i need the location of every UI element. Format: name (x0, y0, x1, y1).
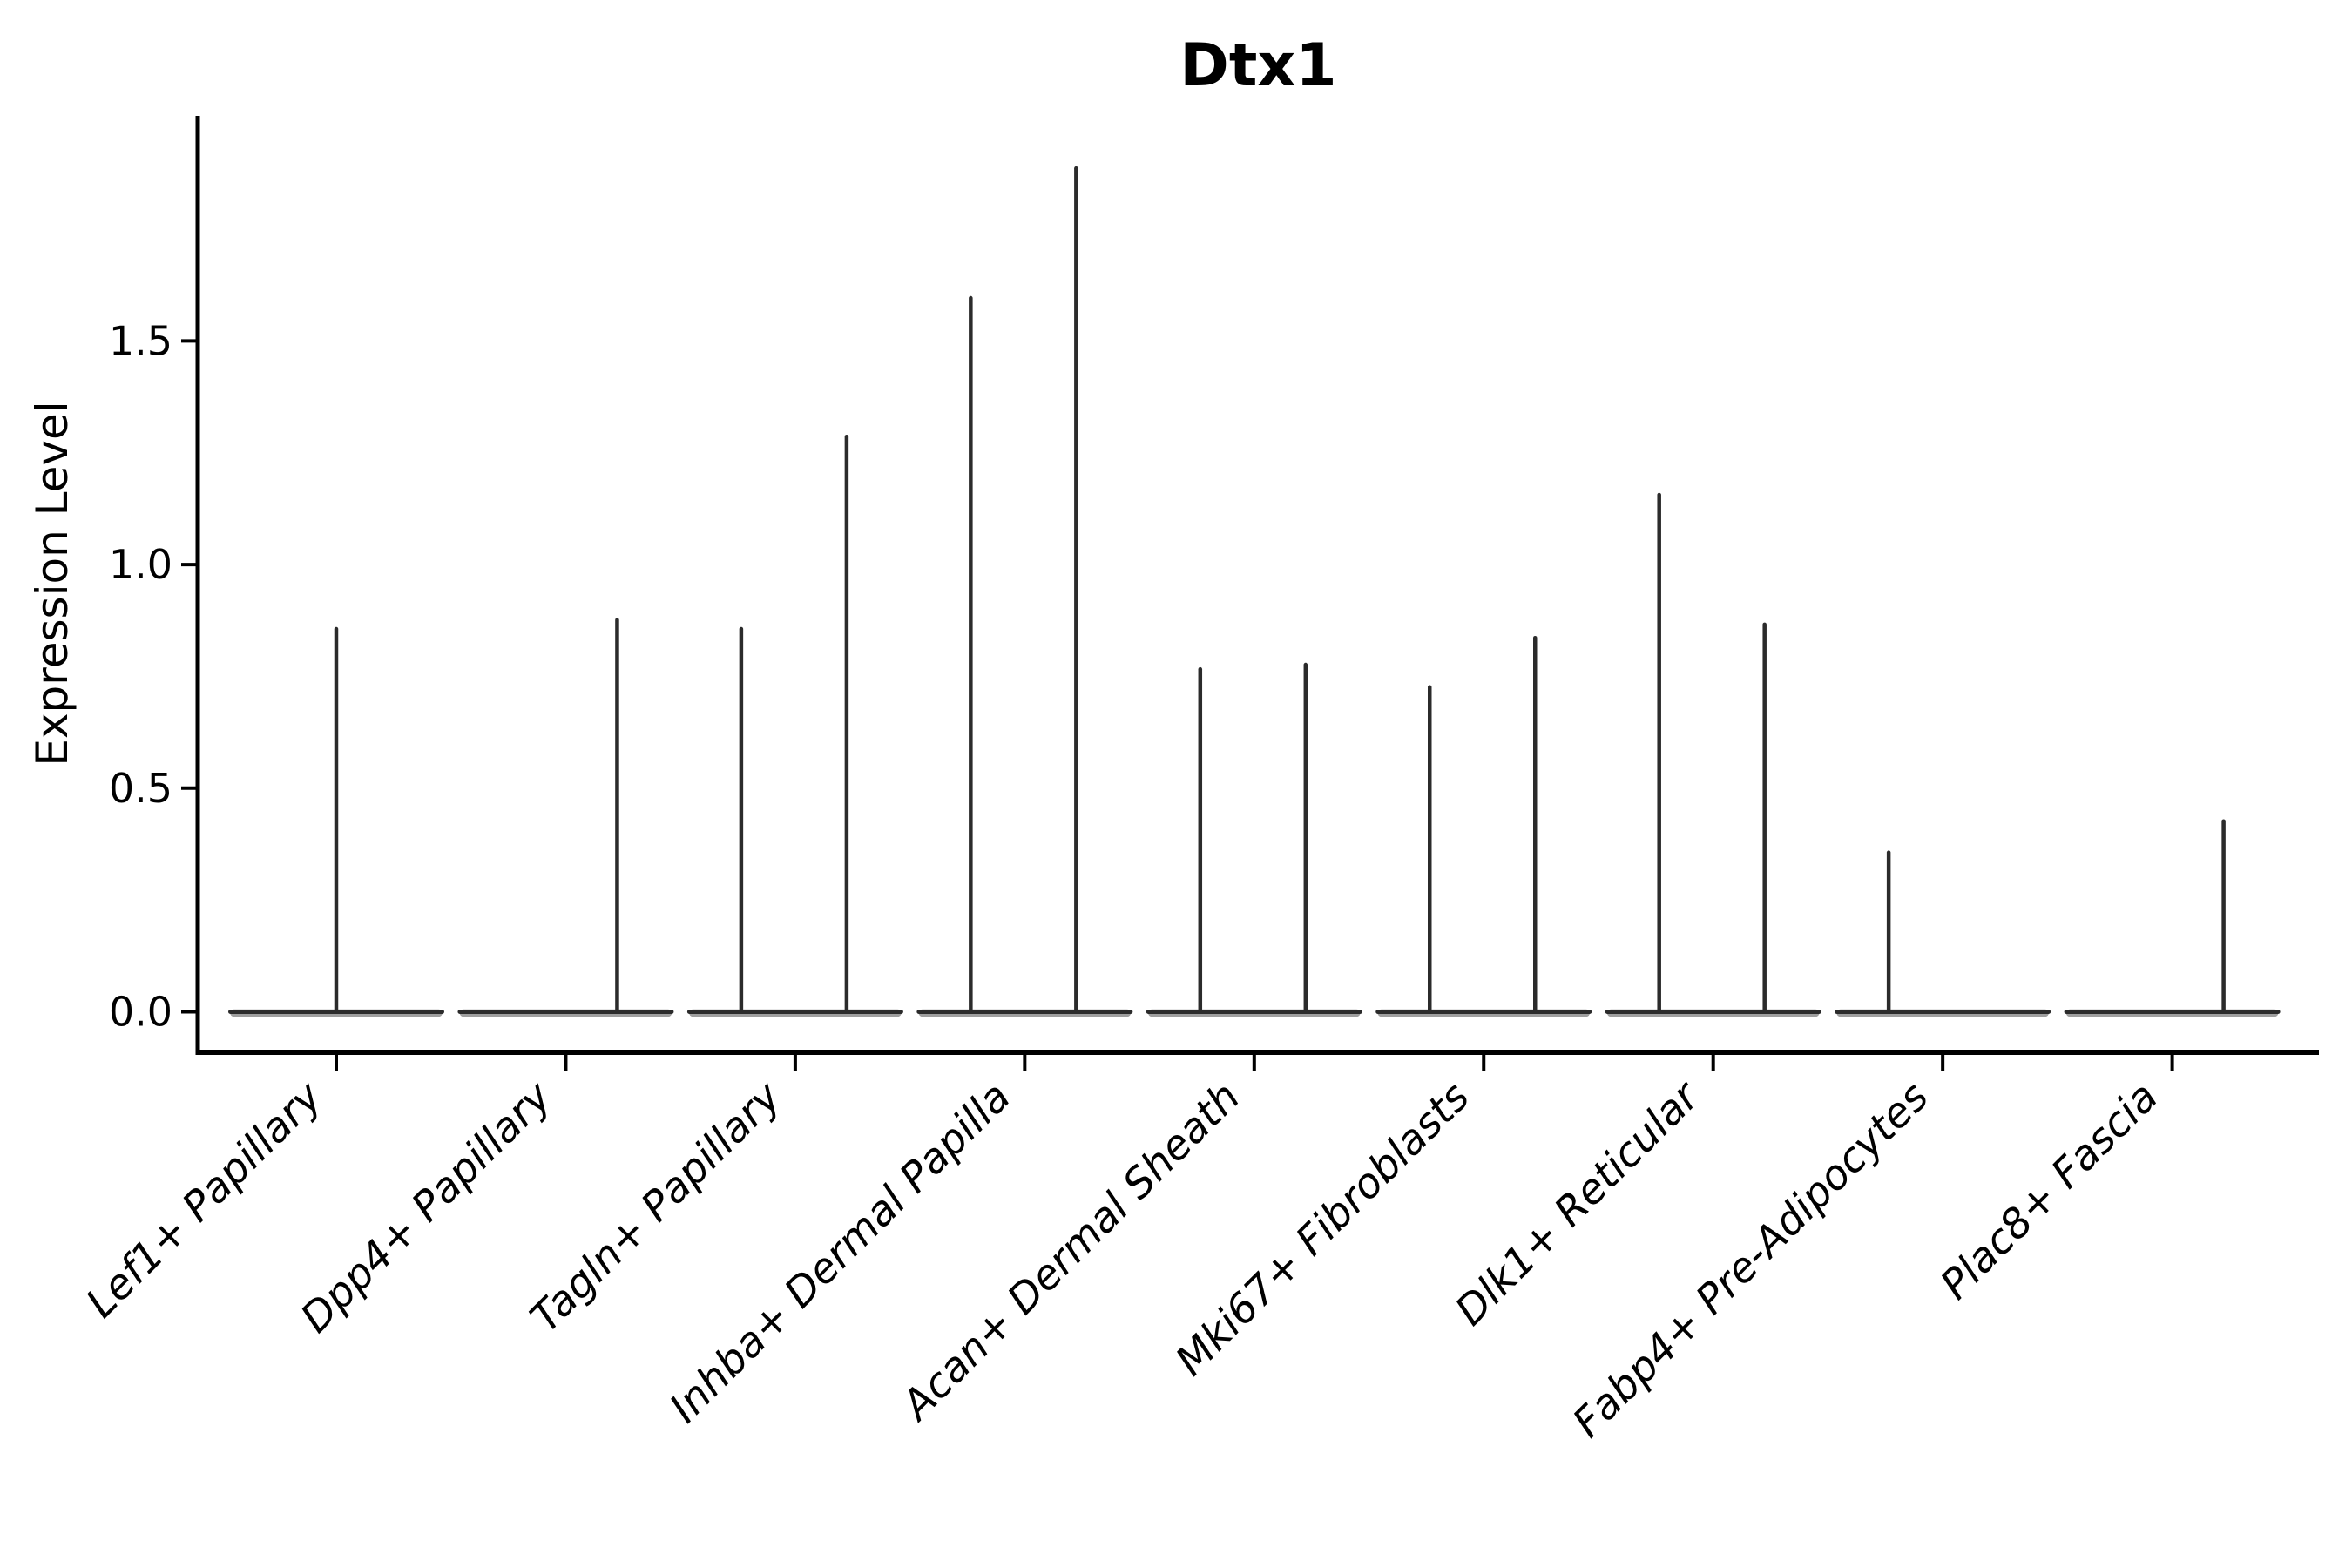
x-tick-label: Tagln+ Papillary (522, 1072, 792, 1342)
x-tick-label: Dlk1+ Reticular (1446, 1071, 1710, 1335)
y-tick-label: 0.0 (109, 989, 172, 1036)
x-tick-label: Dpp4+ Papillary (292, 1072, 562, 1342)
y-tick-label: 0.5 (109, 765, 172, 812)
chart-title: Dtx1 (1179, 31, 1337, 100)
x-tick-label: Plac8+ Fascia (1931, 1073, 2167, 1309)
y-tick-label: 1.0 (109, 541, 172, 588)
y-tick-label: 1.5 (109, 317, 172, 364)
x-tick-label: Lef1+ Papillary (77, 1072, 332, 1328)
